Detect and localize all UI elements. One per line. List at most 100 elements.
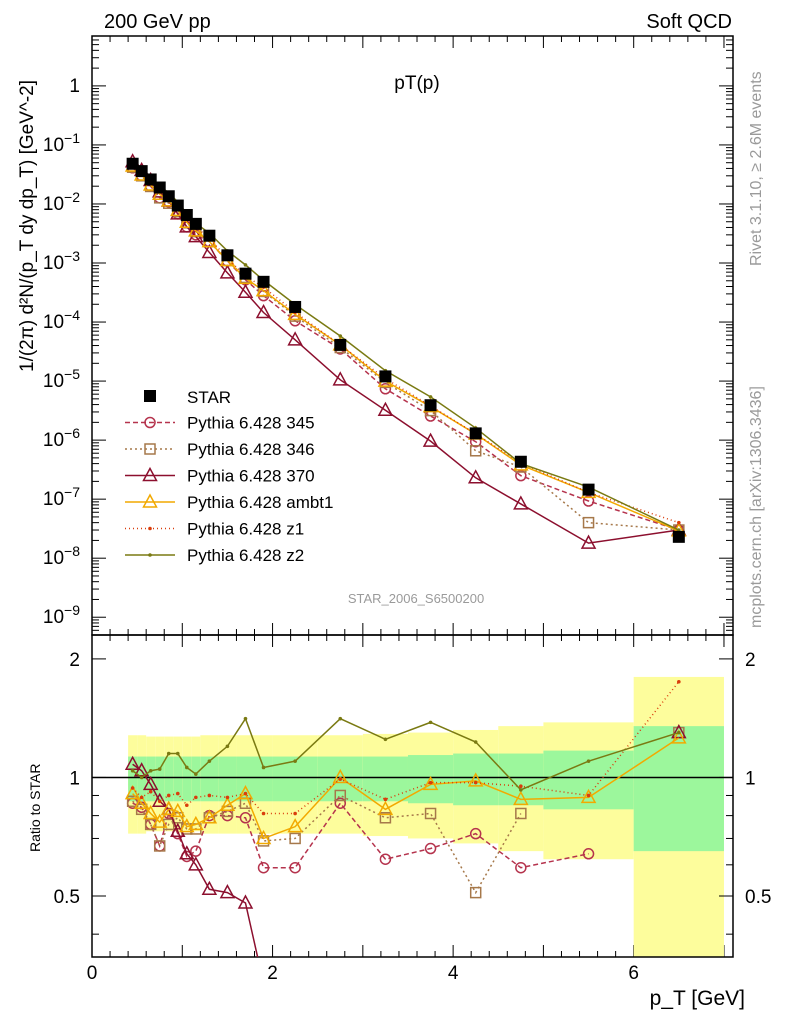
ratio-point: [428, 780, 433, 785]
data-point: [332, 371, 349, 386]
ratio-point: [467, 772, 484, 787]
ratio-point: [207, 759, 212, 763]
ratio-point: [671, 724, 687, 739]
legend-marker: [144, 390, 156, 402]
data-point: [469, 445, 482, 457]
ratio-point: [379, 812, 392, 824]
series-main-STAR: [126, 157, 685, 543]
ratio-point: [261, 765, 266, 770]
ratio-point: [188, 815, 204, 831]
inner-band: [407, 755, 454, 804]
ratio-point: [201, 880, 218, 896]
data-point: [144, 173, 157, 186]
ratio-point: [580, 788, 597, 804]
data-point: [135, 165, 148, 178]
inner-band: [453, 753, 499, 806]
inner-band: [633, 726, 724, 852]
legend-label: STAR: [187, 388, 231, 407]
data-point: [582, 516, 595, 529]
ratio-point: [160, 800, 177, 816]
ratio-point: [293, 759, 297, 763]
ratio-point: [179, 845, 195, 860]
ratio-point: [207, 793, 212, 798]
ratio-line: [132, 801, 589, 869]
data-point: [239, 267, 252, 280]
ratio-y-tick-label: 2: [69, 650, 80, 671]
series-line: [132, 164, 680, 524]
ratio-point: [219, 796, 236, 811]
inner-band: [254, 756, 273, 802]
series-ratio-Pythia 6.428 ambt1: [124, 729, 687, 845]
ratio-frame: [91, 634, 734, 958]
inner-band: [200, 756, 219, 802]
ratio-point: [677, 679, 681, 684]
ratio-point: [221, 805, 234, 818]
data-point: [582, 495, 595, 507]
data-point: [255, 303, 272, 319]
legend-marker: [144, 416, 156, 429]
ratio-point: [148, 768, 153, 773]
ratio-point: [126, 795, 139, 808]
ratio-point: [219, 884, 236, 899]
ratio-point: [237, 785, 254, 800]
ratio-point: [469, 827, 482, 840]
ratio-point: [157, 799, 162, 804]
legend-label: Pythia 6.428 370: [187, 467, 315, 486]
ratio-point: [513, 790, 529, 806]
legend-marker: [148, 526, 152, 531]
ratio-point: [338, 716, 343, 721]
x-tick-label: 0: [87, 963, 98, 984]
legend: STAR Pythia 6.428 345 Pythia 6.428 346 Pyth…: [125, 388, 333, 565]
data-point: [257, 275, 270, 288]
data-point: [201, 243, 218, 259]
ratio-point: [133, 794, 150, 809]
inner-band: [498, 753, 544, 806]
series-line: [132, 165, 680, 532]
data-point: [171, 199, 184, 212]
ratio-point: [293, 811, 297, 816]
legend-label: Pythia 6.428 z1: [187, 520, 304, 539]
ratio-y-tick-label-right: 0.5: [745, 887, 771, 908]
ratio-point: [190, 845, 202, 857]
y-tick-exponent: −6: [64, 425, 80, 441]
ratio-panel: 0 2 4 6 0.5 0.5 1 1 2 2: [54, 634, 771, 984]
ratio-point: [586, 759, 591, 763]
ratio-point: [175, 751, 180, 756]
ratio-point: [175, 791, 180, 796]
mcplots-label: mcplots.cern.ch [arXiv:1306.3436]: [748, 386, 765, 628]
ratio-point: [144, 818, 157, 831]
ratio-point: [473, 780, 478, 785]
ratio-line: [132, 737, 680, 840]
y-tick-exponent: −7: [64, 484, 80, 500]
ratio-point: [237, 894, 254, 909]
inner-band: [272, 756, 318, 802]
ratio-point: [519, 784, 523, 789]
series-ratio-Pythia 6.428 z1: [130, 679, 681, 816]
series-ratio-Pythia 6.428 345: [126, 797, 595, 874]
data-point: [221, 249, 234, 262]
y-tick-exponent: −9: [64, 602, 80, 618]
ratio-point: [179, 818, 195, 833]
y-tick-exponent: −4: [64, 307, 80, 323]
ratio-point: [257, 861, 270, 874]
x-tick-label: 6: [628, 963, 639, 984]
ratio-point: [515, 861, 527, 874]
data-point: [237, 283, 254, 298]
ratio-point: [188, 856, 204, 871]
header-left: 200 GeV pp: [104, 11, 211, 33]
data-point: [189, 217, 202, 230]
ratio-point: [157, 767, 162, 771]
data-point: [289, 300, 302, 313]
data-point: [582, 483, 595, 496]
data-point: [672, 530, 685, 543]
data-point: [469, 427, 482, 440]
data-point: [180, 209, 193, 222]
ratio-point: [166, 793, 171, 798]
ratio-point: [243, 791, 248, 796]
ratio-point: [153, 840, 166, 852]
ratio-point: [151, 792, 168, 808]
ratio-point: [130, 786, 135, 790]
legend-marker: [142, 466, 158, 482]
inner-band: [164, 756, 174, 802]
ratio-point: [424, 842, 437, 855]
